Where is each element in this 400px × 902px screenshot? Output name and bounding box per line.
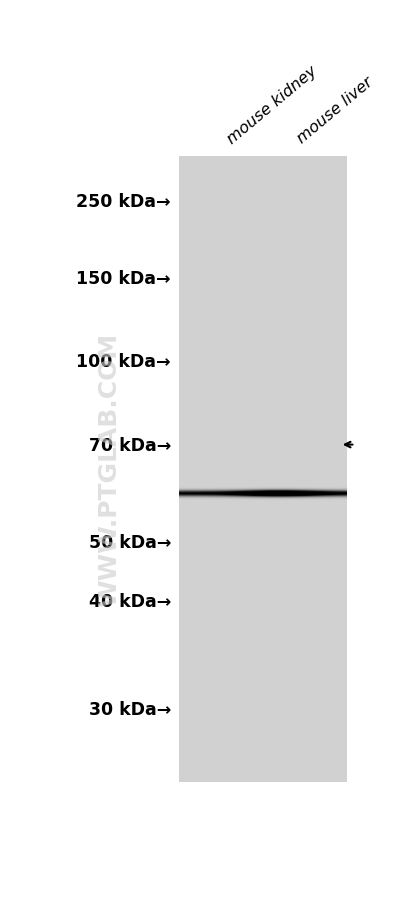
Text: mouse kidney: mouse kidney (225, 63, 320, 146)
Text: WWW.PTGLAB.COM: WWW.PTGLAB.COM (97, 333, 121, 606)
Text: 70 kDa→: 70 kDa→ (89, 436, 171, 454)
Text: 30 kDa→: 30 kDa→ (89, 700, 171, 718)
Text: 50 kDa→: 50 kDa→ (88, 533, 171, 551)
Text: 250 kDa→: 250 kDa→ (76, 193, 171, 211)
Text: 40 kDa→: 40 kDa→ (89, 593, 171, 611)
Text: mouse liver: mouse liver (294, 75, 376, 146)
Text: 150 kDa→: 150 kDa→ (76, 270, 171, 288)
Bar (179, 157, 346, 782)
Text: 100 kDa→: 100 kDa→ (76, 353, 171, 371)
